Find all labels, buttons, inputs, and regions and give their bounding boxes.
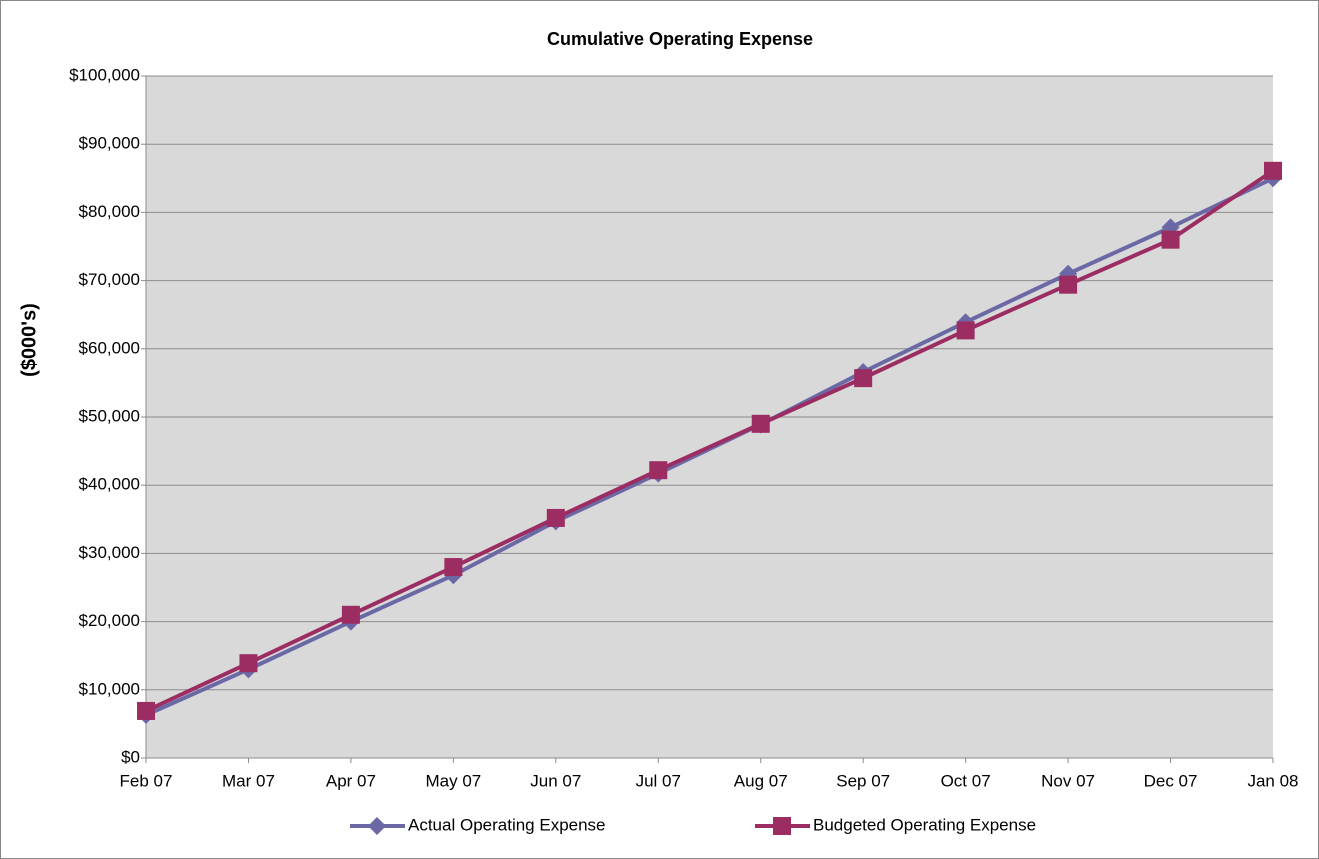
y-tick-label: $80,000	[79, 202, 140, 221]
y-tick-label: $30,000	[79, 543, 140, 562]
data-point	[854, 369, 873, 388]
legend-marker	[368, 817, 386, 835]
x-tick-label: Dec 07	[1144, 771, 1198, 790]
y-tick-label: $50,000	[79, 406, 140, 425]
data-point	[444, 558, 463, 577]
y-tick-label: $0	[121, 747, 140, 766]
legend-marker	[773, 817, 791, 835]
data-point	[649, 461, 668, 480]
data-point	[341, 605, 360, 624]
x-tick-label: Mar 07	[222, 771, 275, 790]
legend-label: Budgeted Operating Expense	[813, 815, 1036, 834]
data-point	[546, 508, 565, 527]
y-tick-label: $40,000	[79, 475, 140, 494]
y-axis-label: ($000's)	[18, 303, 40, 377]
x-tick-label: Jul 07	[636, 771, 681, 790]
series-line	[145, 169, 1275, 713]
data-point	[956, 321, 975, 340]
x-tick-label: May 07	[425, 771, 481, 790]
data-point	[751, 414, 770, 433]
x-tick-label: Apr 07	[326, 771, 376, 790]
y-tick-label: $20,000	[79, 611, 140, 630]
y-tick-label: $100,000	[69, 65, 140, 84]
data-point	[1264, 161, 1282, 180]
y-tick-label: $90,000	[79, 134, 140, 153]
x-tick-label: Jun 07	[530, 771, 581, 790]
x-tick-label: Sep 07	[836, 771, 890, 790]
data-point	[1161, 230, 1180, 249]
data-point	[137, 701, 155, 720]
x-tick-label: Oct 07	[941, 771, 991, 790]
y-tick-label: $70,000	[79, 270, 140, 289]
x-tick-label: Feb 07	[120, 771, 173, 790]
legend-label: Actual Operating Expense	[408, 815, 606, 834]
x-tick-label: Jan 08	[1247, 771, 1298, 790]
x-tick-label: Nov 07	[1041, 771, 1095, 790]
chart-title: Cumulative Operating Expense	[547, 29, 813, 49]
x-tick-label: Aug 07	[734, 771, 788, 790]
data-point	[1059, 275, 1078, 294]
y-tick-label: $10,000	[79, 679, 140, 698]
y-tick-label: $60,000	[79, 338, 140, 357]
data-point	[239, 654, 258, 673]
